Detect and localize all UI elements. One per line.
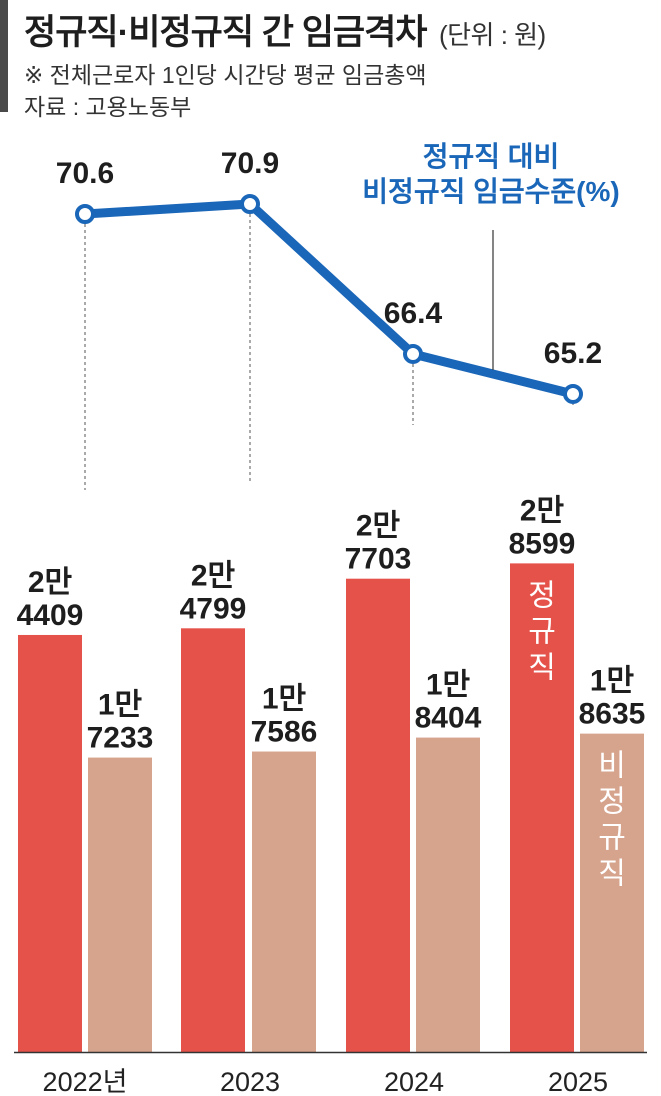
label-regular-0-line2: 4409 — [17, 599, 84, 632]
bars — [18, 563, 644, 1052]
label-irregular-1-line2: 7586 — [251, 716, 318, 749]
ratio-label-2: 66.4 — [384, 297, 443, 330]
ratio-label-0: 70.6 — [56, 157, 114, 190]
bar-irregular-2024 — [416, 737, 480, 1052]
x-axis: 2022년 2023 2024 2025 — [14, 1051, 647, 1096]
chart-title: 정규직·비정규직 간 임금격차 — [24, 13, 428, 52]
bar-regular-2022년 — [18, 634, 82, 1052]
x-tick-1: 2023 — [220, 1067, 280, 1096]
bar-tags: 정 규 직비 정 규 직 — [528, 579, 626, 890]
ratio-label-1: 70.9 — [221, 147, 279, 180]
label-irregular-1: 1만 7586 — [251, 683, 318, 749]
label-irregular-0-line2: 7233 — [87, 722, 154, 755]
label-irregular-2-line1: 1만 — [426, 669, 471, 702]
label-irregular-3: 1만 8635 — [579, 665, 646, 731]
line-legend-line-0: 정규직 대비 — [423, 141, 560, 172]
x-tick-3: 2025 — [548, 1067, 608, 1096]
bar-irregular-2025 — [580, 733, 644, 1052]
label-irregular-0: 1만 7233 — [87, 689, 154, 755]
tag-irregular-char-1: 정 — [598, 786, 626, 819]
tag-regular-char-1: 규 — [528, 615, 556, 648]
ratio-point-1 — [240, 194, 260, 214]
tag-irregular-char-2: 규 — [598, 822, 626, 855]
unit-label: (단위 : 원) — [438, 20, 546, 50]
ratio-point-3 — [563, 383, 583, 404]
dashed-guides — [84, 214, 574, 490]
bar-regular-2025 — [510, 563, 574, 1052]
chart-header: 정규직·비정규직 간 임금격차 (단위 : 원) ※ 전체근로자 1인당 시간당… — [0, 0, 661, 120]
line-legend-line-1: 비정규직 임금수준(%) — [362, 176, 619, 207]
label-regular-3: 2만 8599 — [509, 494, 576, 560]
label-regular-0-line1: 2만 — [28, 566, 73, 599]
label-regular-3-line2: 8599 — [509, 527, 576, 560]
x-tick-0: 2022년 — [43, 1067, 128, 1096]
label-irregular-3-line1: 1만 — [590, 665, 635, 698]
source-label: 자료 : 고용노동부 — [24, 94, 192, 120]
label-irregular-0-line1: 1만 — [98, 689, 143, 722]
label-regular-1-line1: 2만 — [191, 559, 236, 592]
x-tick-2: 2024 — [384, 1067, 444, 1096]
label-regular-1: 2만 4799 — [180, 559, 247, 625]
tag-irregular-char-3: 직 — [598, 858, 626, 891]
label-regular-3-line1: 2만 — [520, 494, 565, 527]
title-line: 정규직·비정규직 간 임금격차 (단위 : 원) — [24, 4, 546, 55]
label-regular-2-line1: 2만 — [356, 510, 401, 543]
ratio-value-labels: 70.6 70.9 66.4 65.2 — [56, 147, 602, 370]
label-irregular-1-line1: 1만 — [262, 683, 307, 716]
label-regular-2: 2만 7703 — [345, 510, 412, 576]
header-accent-bar — [0, 0, 8, 112]
ratio-point-2 — [403, 343, 423, 364]
label-irregular-3-line2: 8635 — [579, 698, 646, 731]
bar-regular-2024 — [346, 578, 410, 1052]
label-regular-2-line2: 7703 — [345, 543, 412, 576]
ratio-line — [80, 199, 578, 399]
ratio-label-3: 65.2 — [544, 337, 602, 370]
bar-irregular-2022년 — [88, 757, 152, 1052]
tag-regular-char-2: 직 — [528, 651, 556, 684]
tag-regular-char-0: 정 — [528, 579, 556, 612]
ratio-line-series — [75, 194, 583, 404]
ratio-point-0 — [75, 203, 95, 224]
bar-regular-2023 — [181, 628, 245, 1052]
tag-irregular-char-0: 비 — [598, 750, 626, 783]
bar-irregular-2023 — [252, 751, 316, 1052]
label-irregular-2: 1만 8404 — [415, 669, 482, 735]
chart-note: ※ 전체근로자 1인당 시간당 평균 임금총액 — [24, 62, 427, 88]
label-irregular-2-line2: 8404 — [415, 702, 482, 735]
label-regular-1-line2: 4799 — [180, 592, 247, 625]
label-regular-0: 2만 4409 — [17, 566, 84, 632]
